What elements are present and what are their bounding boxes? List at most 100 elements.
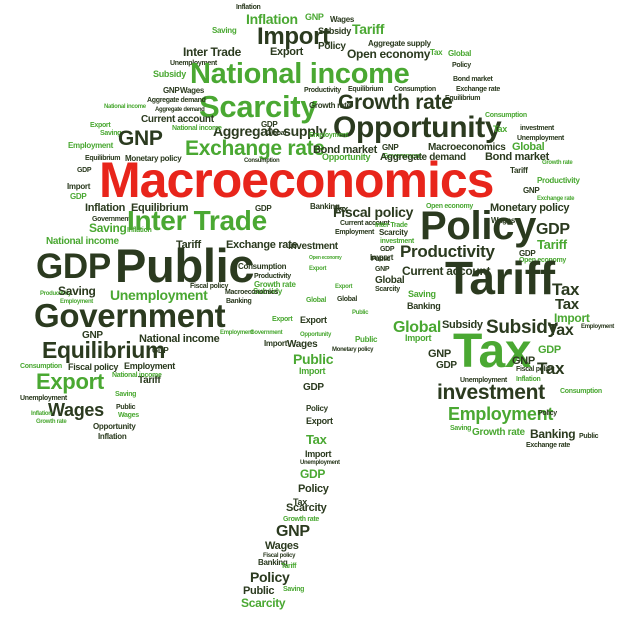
word-equilibrium: Equilibrium	[85, 155, 121, 162]
word-banking: Banking	[310, 202, 340, 211]
word-subsidy: Subsidy	[153, 69, 186, 79]
word-gdp: GDP	[261, 120, 278, 129]
word-policy: Policy	[318, 41, 346, 52]
word-saving: Saving	[115, 391, 137, 398]
word-gdp: GDP	[303, 382, 324, 393]
word-productivity: Productivity	[254, 273, 291, 280]
word-import: Import	[299, 366, 326, 376]
word-current-account: Current account	[141, 114, 214, 125]
word-unemployment: Unemployment	[20, 395, 67, 402]
word-inflation: Inflation	[246, 11, 298, 27]
word-gdp: GDP	[77, 167, 92, 174]
word-wages: Wages	[180, 86, 204, 95]
word-banking: Banking	[226, 298, 252, 305]
word-import: Import	[264, 339, 288, 348]
word-consumption: Consumption	[20, 363, 62, 370]
word-public: Public	[116, 404, 136, 411]
word-macroeconomics: Macroeconomics	[99, 152, 494, 208]
word-bond-market: Bond market	[453, 76, 493, 83]
word-national-income: National income	[104, 104, 146, 110]
word-monetary-policy: Monetary policy	[125, 154, 182, 163]
word-saving: Saving	[89, 221, 127, 235]
word-inflation: Inflation	[516, 376, 541, 383]
word-government: Government	[92, 216, 131, 223]
word-public: Public	[352, 310, 369, 316]
word-equilibrium: Equilibrium	[445, 95, 481, 102]
word-gdp: GDP	[538, 344, 561, 356]
word-saving: Saving	[100, 130, 122, 137]
word-employment: Employment	[60, 299, 94, 305]
word-productivity: Productivity	[400, 242, 495, 261]
word-consumption: Consumption	[394, 86, 436, 93]
word-inflation: Inflation	[85, 202, 126, 214]
word-growth-rate: Growth rate	[472, 427, 525, 438]
word-policy: Policy	[452, 62, 471, 69]
word-import: Import	[405, 333, 432, 343]
word-gdp: GDP	[255, 204, 272, 213]
word-inter-trade: Inter Trade	[127, 205, 267, 236]
word-tariff: Tariff	[176, 239, 201, 251]
word-gdp: GDP	[436, 360, 457, 371]
word-unemployment: Unemployment	[110, 287, 208, 303]
word-national-income: National income	[172, 125, 222, 132]
word-wages: Wages	[118, 412, 139, 419]
word-tariff: Tariff	[445, 252, 555, 304]
word-scarcity: Scarcity	[199, 89, 318, 124]
word-tariff: Tariff	[510, 166, 528, 175]
word-aggregate-supply: Aggregate supply	[368, 39, 431, 48]
word-aggregate-supply: Aggregate supply	[213, 123, 327, 139]
word-bond-market: Bond market	[313, 144, 377, 156]
word-monetary-policy: Monetary policy	[332, 347, 374, 353]
word-monetary-policy: Monetary policy	[490, 202, 570, 214]
word-inflation: Inflation	[127, 227, 152, 234]
word-tax: Tax	[555, 296, 579, 313]
word-fiscal-policy: Fiscal policy	[190, 283, 229, 290]
word-import: Import	[554, 311, 590, 325]
word-open-economy: Open economy	[347, 47, 431, 61]
word-growth-rate: Growth rate	[309, 101, 351, 110]
word-public: Public	[355, 335, 378, 344]
word-unemployment: Unemployment	[460, 377, 507, 384]
word-scarcity: Scarcity	[241, 596, 286, 610]
word-gnp: GNP	[382, 143, 399, 152]
word-scarcity: Scarcity	[375, 286, 400, 293]
word-scarcity: Scarcity	[286, 502, 327, 514]
word-import: Import	[257, 23, 330, 50]
word-tax: Tax	[334, 204, 348, 214]
word-exchange-rate: Exchange rate	[537, 196, 575, 202]
word-subsidy: Subsidy	[253, 287, 283, 296]
word-saving: Saving	[58, 284, 96, 298]
word-investment: investment	[437, 381, 545, 404]
word-exchange-rate: Exchange rate	[185, 137, 325, 160]
word-wages: Wages	[48, 400, 104, 420]
word-unemployment: Unemployment	[517, 135, 564, 142]
word-growth-rate: Growth rate	[254, 280, 296, 289]
word-public: Public	[115, 239, 255, 292]
word-bond-market: Bond market	[485, 151, 549, 163]
word-gdp: GDP	[300, 467, 326, 481]
word-national-income: National income	[139, 333, 220, 345]
word-policy: Policy	[298, 483, 329, 495]
word-opportunity: Opportunity	[93, 422, 136, 431]
word-tax: Tax	[293, 497, 307, 507]
word-tariff: Tariff	[352, 21, 385, 37]
word-banking: Banking	[258, 558, 288, 567]
word-wages: Wages	[330, 15, 354, 24]
word-wages: Wages	[265, 540, 299, 552]
word-tariff: Tariff	[138, 375, 161, 386]
word-gnp: GNP	[428, 348, 451, 360]
word-consumption: Consumption	[244, 158, 280, 164]
word-employment: Employment	[68, 141, 114, 150]
word-import: Import	[67, 182, 91, 191]
word-gdp: GDP	[519, 249, 536, 258]
word-tariff: Tariff	[281, 563, 297, 570]
word-gnp: GNP	[305, 12, 324, 22]
word-policy: Policy	[250, 569, 290, 585]
word-global: Global	[448, 49, 472, 58]
word-export: Export	[272, 316, 293, 323]
word-open-economy: Open economy	[519, 257, 566, 264]
word-investment: investment	[380, 238, 414, 245]
word-current-account: Current account	[340, 220, 390, 227]
word-banking: Banking	[407, 301, 441, 311]
word-fiscal-policy: Fiscal policy	[516, 366, 555, 373]
